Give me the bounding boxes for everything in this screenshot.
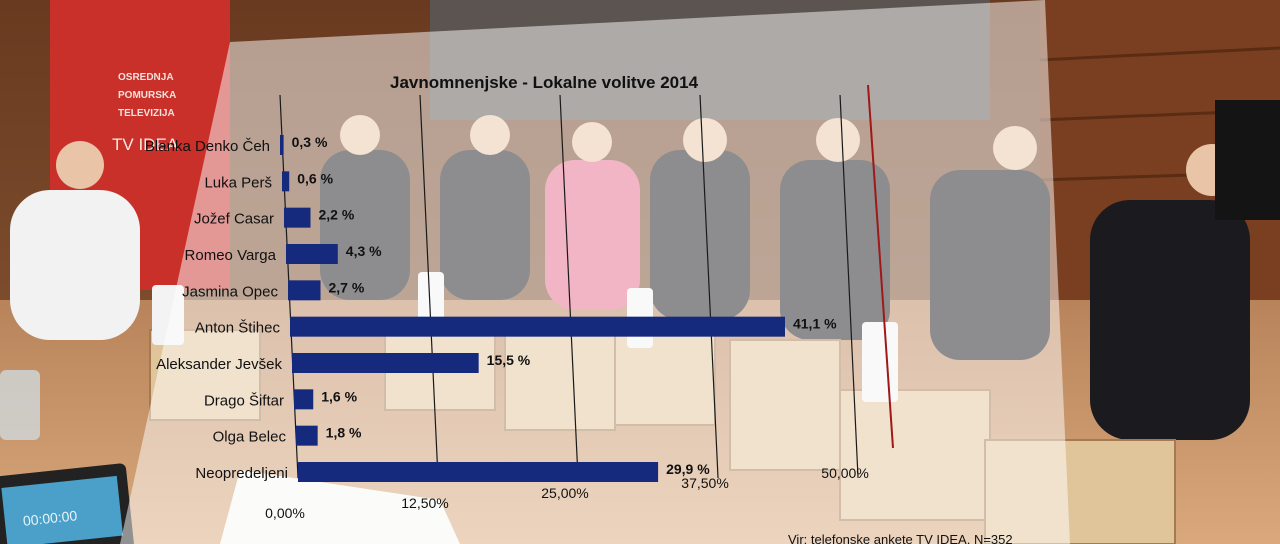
data-label: 2,7 %	[329, 279, 365, 295]
sign-line-1: OSREDNJA	[118, 72, 174, 83]
bar	[283, 207, 311, 228]
data-label: 0,3 %	[292, 134, 328, 150]
studio-monitor	[1215, 100, 1280, 220]
category-label: Jožef Casar	[194, 211, 274, 228]
category-label: Olga Belec	[213, 429, 287, 446]
bar	[281, 171, 290, 192]
gridline	[559, 94, 579, 479]
data-label: 1,8 %	[326, 425, 362, 441]
bar	[285, 244, 338, 264]
bar	[287, 280, 321, 301]
sign-line-2: POMURSKA	[118, 90, 176, 101]
gridline	[419, 94, 439, 479]
category-label: Anton Štihec	[195, 320, 281, 337]
category-label: Neopredeljeni	[195, 465, 288, 482]
data-label: 1,6 %	[321, 388, 357, 404]
bar	[289, 316, 785, 337]
gridline	[839, 94, 859, 479]
bar	[280, 135, 284, 155]
data-label: 29,9 %	[666, 461, 710, 477]
chart-title: Javnomnenjske - Lokalne volitve 2014	[390, 73, 699, 92]
bar	[291, 353, 479, 373]
water-glass	[0, 370, 40, 440]
tablet-time: 00:00:00	[22, 507, 78, 529]
category-label: Drago Šiftar	[204, 392, 284, 409]
data-label: 41,1 %	[793, 316, 837, 332]
category-label: Jasmina Opec	[182, 283, 278, 300]
threshold-line-50	[867, 84, 894, 449]
sign-logo: TV IDEA	[112, 135, 179, 154]
data-label: 4,3 %	[346, 243, 382, 259]
category-label: Blanka Denko Čeh	[145, 138, 270, 155]
bar	[293, 389, 314, 410]
x-tick-label: 12,50%	[401, 495, 448, 511]
data-label: 15,5 %	[487, 352, 531, 368]
sign-line-3: TELEVIZIJA	[118, 108, 175, 119]
category-label: Romeo Varga	[185, 247, 277, 264]
x-tick-label: 25,00%	[541, 485, 588, 501]
data-label: 2,2 %	[318, 207, 354, 223]
data-label: 0,6 %	[297, 170, 333, 186]
bar	[297, 462, 659, 482]
gridline	[699, 94, 719, 479]
x-tick-label: 37,50%	[681, 475, 728, 491]
x-tick-label: 0,00%	[265, 505, 305, 521]
source-note: Vir: telefonske ankete TV IDEA, N=352	[788, 532, 1013, 544]
bar	[295, 425, 318, 446]
category-label: Aleksander Jevšek	[156, 356, 282, 373]
category-label: Luka Perš	[204, 174, 272, 191]
chart-panel	[120, 0, 1070, 544]
x-tick-label: 50,00%	[821, 465, 868, 481]
